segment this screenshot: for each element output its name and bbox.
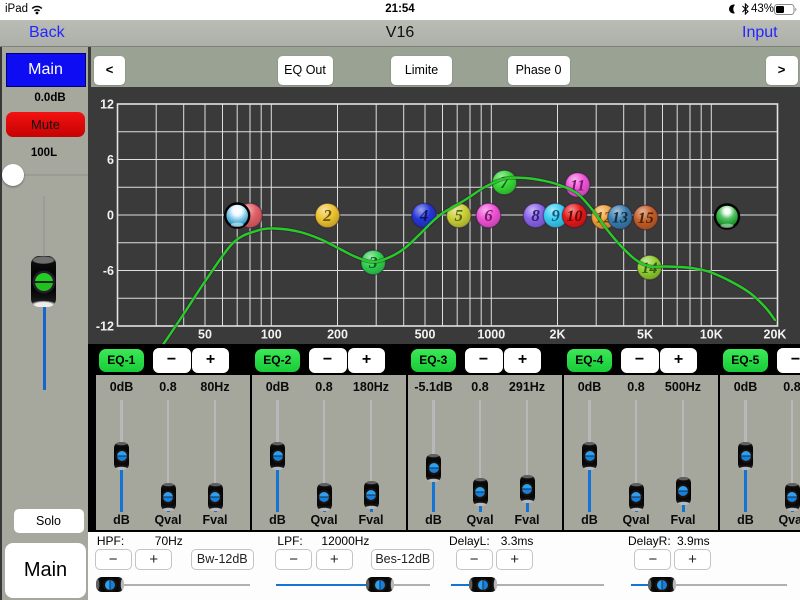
svg-text:12: 12: [596, 210, 612, 227]
svg-text:2K: 2K: [550, 328, 566, 342]
svg-text:100: 100: [261, 328, 282, 342]
svg-text:5K: 5K: [637, 328, 653, 342]
svg-text:50: 50: [198, 328, 212, 342]
svg-text:200: 200: [327, 328, 348, 342]
svg-text:6: 6: [107, 153, 114, 167]
svg-text:10: 10: [567, 208, 583, 225]
svg-text:5: 5: [455, 206, 464, 225]
svg-text:15: 15: [638, 210, 654, 227]
svg-text:4: 4: [419, 206, 429, 225]
svg-text:1000: 1000: [477, 328, 505, 342]
svg-text:-12: -12: [96, 319, 114, 333]
svg-text:6: 6: [484, 206, 493, 225]
svg-text:13: 13: [612, 210, 628, 227]
svg-text:20K: 20K: [764, 328, 787, 342]
svg-text:7: 7: [500, 173, 510, 192]
svg-text:9: 9: [551, 206, 560, 225]
svg-text:12: 12: [100, 97, 114, 111]
svg-text:10K: 10K: [700, 328, 723, 342]
svg-text:500: 500: [415, 328, 436, 342]
svg-text:0: 0: [107, 208, 114, 222]
svg-text:-6: -6: [103, 264, 114, 278]
svg-text:8: 8: [531, 206, 540, 225]
svg-text:2: 2: [322, 206, 332, 225]
